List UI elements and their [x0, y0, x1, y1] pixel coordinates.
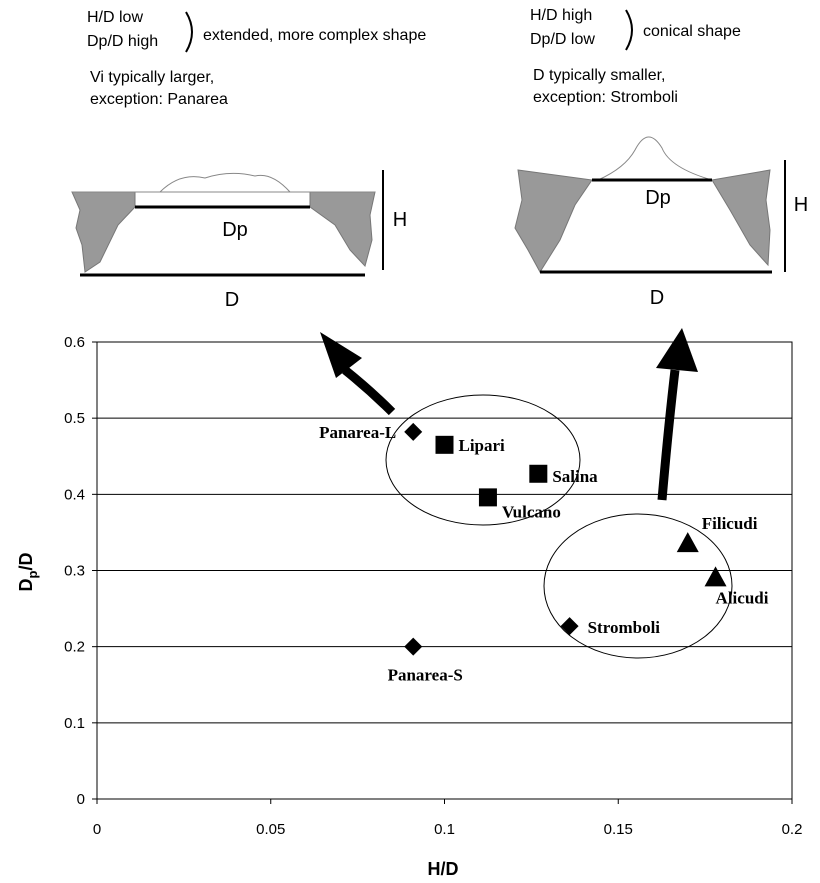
- y-tick-label: 0: [77, 791, 85, 808]
- point: [479, 488, 497, 506]
- d-label: D: [650, 287, 664, 309]
- point-label: Alicudi: [716, 588, 769, 607]
- figure: H/D low Dp/D high extended, more complex…: [0, 0, 820, 883]
- point-label: Vulcano: [502, 502, 561, 521]
- point-label: Lipari: [459, 436, 506, 455]
- y-tick-label: 0.5: [64, 410, 85, 427]
- point: [705, 566, 727, 586]
- arrow-head: [656, 328, 698, 372]
- y-tick-label: 0.1: [64, 715, 85, 732]
- y-tick-label: 0.4: [64, 486, 85, 503]
- dp-label: Dp: [222, 219, 248, 241]
- point-label: Salina: [552, 467, 598, 486]
- h-label: H: [794, 194, 808, 216]
- plot: 0 0.1 0.2 0.3 0.4 0.5 0.6 0 0.05 0.1 0.15 0.2 Panare…: [64, 334, 802, 838]
- point-label: Stromboli: [588, 618, 661, 637]
- point: [404, 638, 422, 656]
- d-label: D: [225, 289, 239, 311]
- diagram-right: Dp H D: [515, 137, 808, 309]
- note: exception: Panarea: [90, 91, 228, 108]
- point: [561, 617, 579, 635]
- x-axis-title: H/D: [428, 859, 459, 879]
- point: [404, 423, 422, 441]
- result: extended, more complex shape: [203, 27, 426, 44]
- condition: Dp/D low: [530, 31, 595, 48]
- y-title-part: D: [16, 578, 36, 591]
- condition: H/D low: [87, 9, 143, 26]
- diagram-left: Dp H D: [72, 170, 407, 311]
- y-tick-label: 0.2: [64, 639, 85, 656]
- arrow-head: [320, 332, 362, 378]
- point-label: Panarea-L: [319, 423, 396, 442]
- y-tick-label: 0.3: [64, 563, 85, 580]
- x-tick-label: 0.2: [782, 821, 803, 838]
- point: [529, 465, 547, 483]
- y-title-sub: p: [25, 570, 40, 578]
- note: Vi typically larger,: [90, 69, 214, 86]
- dp-label: Dp: [645, 187, 671, 209]
- arrow: [662, 370, 675, 500]
- brace: [626, 10, 632, 50]
- y-tick-label: 0.6: [64, 334, 85, 351]
- result: conical shape: [643, 23, 741, 40]
- point: [677, 532, 699, 552]
- point-label: Panarea-S: [388, 666, 463, 685]
- note: D typically smaller,: [533, 67, 665, 84]
- point-label: Filicudi: [702, 514, 758, 533]
- x-tick-label: 0.1: [434, 821, 455, 838]
- h-label: H: [393, 209, 407, 231]
- x-tick-label: 0: [93, 821, 101, 838]
- y-title-part: /D: [16, 553, 36, 571]
- condition: H/D high: [530, 7, 592, 24]
- arrow: [345, 370, 392, 412]
- y-axis-title: Dp/D: [16, 553, 40, 592]
- point: [436, 436, 454, 454]
- condition: Dp/D high: [87, 33, 158, 50]
- x-tick-label: 0.05: [256, 821, 285, 838]
- brace: [186, 12, 192, 52]
- x-tick-label: 0.15: [604, 821, 633, 838]
- note: exception: Stromboli: [533, 89, 678, 106]
